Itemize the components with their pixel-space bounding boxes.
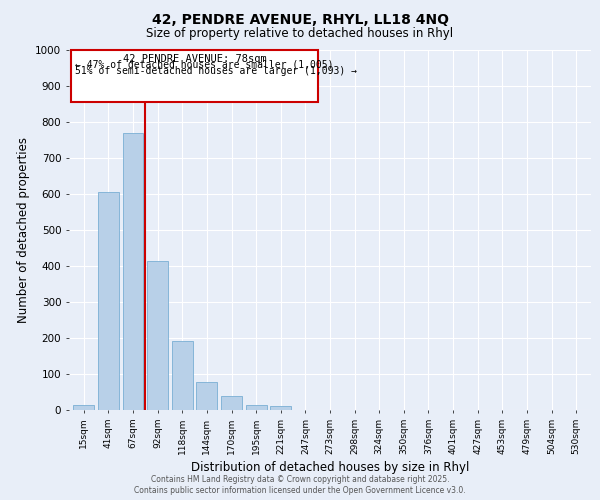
Text: Size of property relative to detached houses in Rhyl: Size of property relative to detached ho… xyxy=(146,28,454,40)
FancyBboxPatch shape xyxy=(71,50,317,102)
Text: Contains HM Land Registry data © Crown copyright and database right 2025.: Contains HM Land Registry data © Crown c… xyxy=(151,475,449,484)
Bar xyxy=(172,340,193,410)
Bar xyxy=(147,260,168,410)
X-axis label: Distribution of detached houses by size in Rhyl: Distribution of detached houses by size … xyxy=(191,461,469,474)
Y-axis label: Number of detached properties: Number of detached properties xyxy=(17,137,29,323)
Bar xyxy=(221,396,242,410)
Text: 42, PENDRE AVENUE, RHYL, LL18 4NQ: 42, PENDRE AVENUE, RHYL, LL18 4NQ xyxy=(151,12,449,26)
Bar xyxy=(98,192,119,410)
Bar xyxy=(270,406,291,410)
Bar xyxy=(122,133,143,410)
Text: ← 47% of detached houses are smaller (1,005): ← 47% of detached houses are smaller (1,… xyxy=(75,60,334,70)
Text: 42 PENDRE AVENUE: 78sqm: 42 PENDRE AVENUE: 78sqm xyxy=(123,54,266,64)
Text: Contains public sector information licensed under the Open Government Licence v3: Contains public sector information licen… xyxy=(134,486,466,495)
Bar xyxy=(196,382,217,410)
Bar xyxy=(245,404,266,410)
Bar xyxy=(73,404,94,410)
Text: 51% of semi-detached houses are larger (1,093) →: 51% of semi-detached houses are larger (… xyxy=(75,66,357,76)
